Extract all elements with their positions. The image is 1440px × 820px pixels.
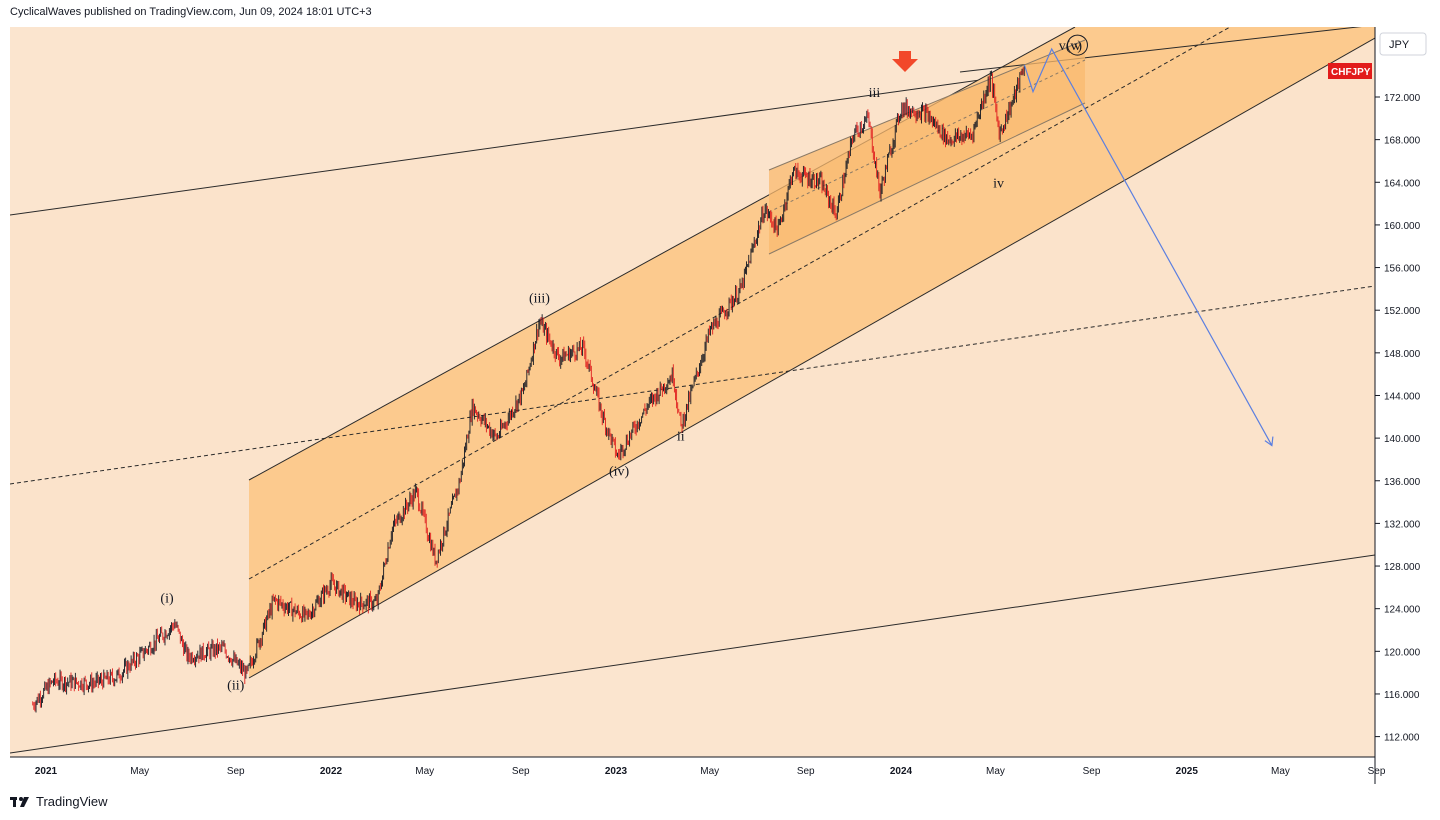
- outer-channel-lower: [10, 554, 1375, 754]
- currency-badge: JPY: [1379, 32, 1427, 56]
- time-axis[interactable]: 2021 May Sep 2022 May Sep 2023 May Sep 2024 May Sep…: [35, 766, 1386, 777]
- time-tick-label: 2023: [605, 766, 628, 777]
- price-tick-label: 116.000: [1384, 690, 1420, 701]
- price-tick-label: 136.000: [1384, 477, 1421, 488]
- time-tick-label: May: [1271, 766, 1290, 777]
- footer-brand[interactable]: TradingView: [10, 794, 108, 809]
- price-tick-label: 132.000: [1384, 519, 1421, 530]
- sell-arrow-icon: [892, 51, 918, 72]
- tradingview-logo-icon: [10, 796, 29, 807]
- price-tick-label: 164.000: [1384, 178, 1421, 189]
- price-tick-label: 120.000: [1384, 647, 1421, 658]
- wave-label: v(v): [1059, 39, 1083, 54]
- long-dashed-trendline: [10, 285, 1375, 485]
- wave-label: (iv): [609, 464, 630, 479]
- wave-label: ii: [677, 429, 685, 444]
- inner-channel-fill: [769, 40, 1085, 254]
- price-tick-label: 148.000: [1384, 349, 1421, 360]
- time-tick-label: Sep: [1083, 766, 1101, 777]
- main-channel-fill: [249, 27, 1375, 678]
- main-channel-median: [248, 27, 1231, 580]
- time-tick-label: Sep: [797, 766, 815, 777]
- currency-label: JPY: [1389, 39, 1410, 51]
- inner-channel-lower: [768, 102, 1086, 255]
- time-tick-label: 2021: [35, 766, 58, 777]
- price-tick-label: 156.000: [1384, 264, 1421, 275]
- main-channel-lower: [248, 37, 1375, 679]
- time-tick-label: 2022: [320, 766, 343, 777]
- time-tick-label: Sep: [512, 766, 530, 777]
- time-tick-label: May: [986, 766, 1005, 777]
- time-tick-label: May: [130, 766, 149, 777]
- time-tick-label: 2024: [890, 766, 913, 777]
- wave-label: (iii): [529, 292, 550, 307]
- price-tick-label: 144.000: [1384, 391, 1421, 402]
- last-price-tag: CHFJPY: [1328, 63, 1372, 79]
- price-tick-label: 172.000: [1384, 93, 1421, 104]
- price-tick-label: 124.000: [1384, 605, 1421, 616]
- time-tick-label: Sep: [227, 766, 245, 777]
- wave-label: v: [1074, 39, 1081, 54]
- wave-label: iv: [993, 177, 1004, 192]
- footer-brand-label: TradingView: [36, 794, 108, 809]
- symbol-tag-label: CHFJPY: [1331, 67, 1371, 78]
- price-tick-label: 112.000: [1384, 733, 1420, 744]
- time-tick-label: Sep: [1368, 766, 1386, 777]
- time-tick-label: May: [700, 766, 719, 777]
- price-tick-label: 168.000: [1384, 136, 1421, 147]
- projection-path: [1023, 47, 1273, 446]
- candlestick-series: [32, 66, 1025, 713]
- time-tick-label: May: [415, 766, 434, 777]
- projection-arrow-head: [1264, 436, 1274, 447]
- publish-attribution: CyclicalWaves published on TradingView.c…: [10, 6, 372, 18]
- price-axis[interactable]: 112.000 116.000 120.000 124.000 128.000 132.0…: [1375, 93, 1421, 744]
- wave-label: (i): [160, 591, 174, 606]
- wave-label: iii: [869, 86, 881, 101]
- wave-label: (ii): [227, 679, 244, 694]
- time-tick-label: 2025: [1176, 766, 1199, 777]
- price-tick-label: 140.000: [1384, 434, 1421, 445]
- inner-channel-median: [768, 59, 1086, 213]
- price-tick-label: 152.000: [1384, 306, 1421, 317]
- price-tick-label: 128.000: [1384, 562, 1421, 573]
- price-tick-label: 160.000: [1384, 221, 1421, 232]
- wave-label-circle: [1066, 34, 1088, 56]
